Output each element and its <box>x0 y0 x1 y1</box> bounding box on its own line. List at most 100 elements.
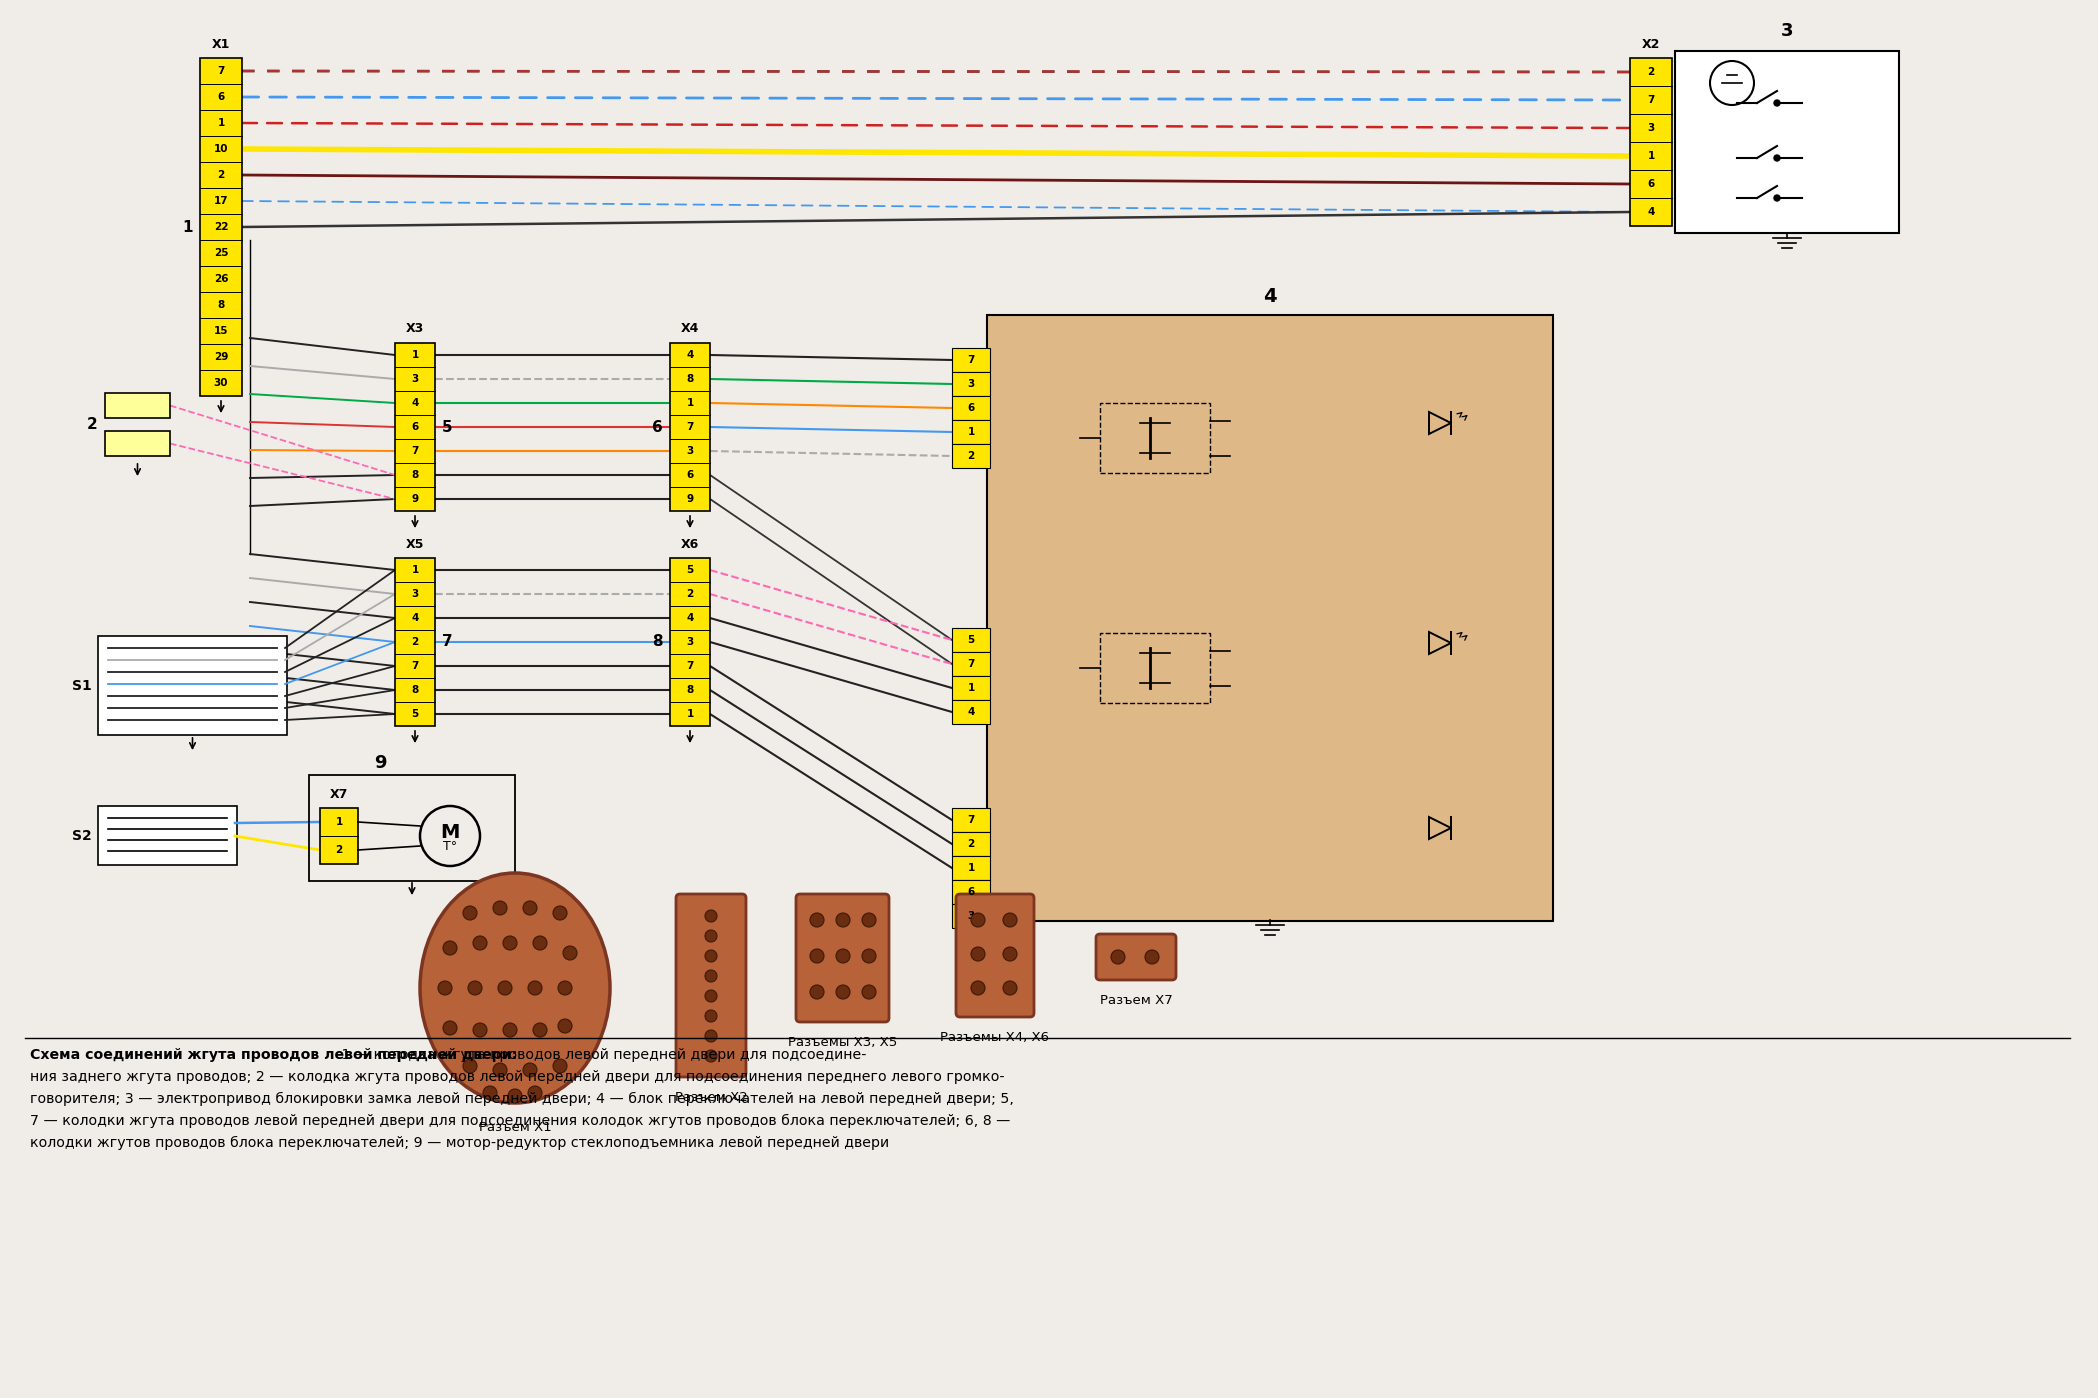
Text: X5: X5 <box>405 537 424 551</box>
Text: 6: 6 <box>652 419 663 435</box>
Text: X4: X4 <box>682 323 699 336</box>
Text: X6: X6 <box>682 537 699 551</box>
Circle shape <box>529 981 541 995</box>
FancyBboxPatch shape <box>105 431 170 456</box>
Text: 8: 8 <box>686 375 694 384</box>
Circle shape <box>493 1062 508 1076</box>
Circle shape <box>483 1086 497 1100</box>
FancyBboxPatch shape <box>795 893 890 1022</box>
Circle shape <box>705 990 718 1002</box>
Text: 2: 2 <box>411 637 420 647</box>
Text: 2: 2 <box>86 417 97 432</box>
FancyBboxPatch shape <box>99 807 237 865</box>
Text: 5: 5 <box>411 709 420 719</box>
FancyBboxPatch shape <box>952 651 990 677</box>
Circle shape <box>1003 913 1018 927</box>
Circle shape <box>468 981 483 995</box>
Circle shape <box>705 1009 718 1022</box>
Circle shape <box>705 951 718 962</box>
Text: 3: 3 <box>1781 22 1794 41</box>
FancyBboxPatch shape <box>1674 50 1899 233</box>
Text: 7: 7 <box>218 66 224 75</box>
Text: 1: 1 <box>1647 151 1655 161</box>
Text: 5: 5 <box>967 635 976 644</box>
Circle shape <box>1775 155 1779 161</box>
Text: 3: 3 <box>1647 123 1655 133</box>
Circle shape <box>554 906 566 920</box>
Text: S2: S2 <box>71 829 92 843</box>
Circle shape <box>862 949 877 963</box>
Text: 6: 6 <box>967 886 976 898</box>
Text: 8: 8 <box>686 685 694 695</box>
Text: 6: 6 <box>411 422 420 432</box>
Circle shape <box>508 1089 522 1103</box>
Circle shape <box>529 1086 541 1100</box>
Text: 30: 30 <box>214 377 229 389</box>
Text: 3: 3 <box>967 911 976 921</box>
Circle shape <box>1003 946 1018 960</box>
Text: 1: 1 <box>411 350 420 361</box>
Circle shape <box>562 946 577 960</box>
Ellipse shape <box>420 872 611 1103</box>
Text: 3: 3 <box>686 446 694 456</box>
Text: 1: 1 <box>686 398 694 408</box>
Circle shape <box>497 981 512 995</box>
Circle shape <box>971 913 984 927</box>
Text: 1 — колодка жгута проводов левой передней двери для подсоедине-: 1 — колодка жгута проводов левой передне… <box>338 1048 866 1062</box>
Text: 17: 17 <box>214 196 229 206</box>
Text: 6: 6 <box>686 470 694 480</box>
Circle shape <box>504 1023 516 1037</box>
FancyBboxPatch shape <box>952 348 990 372</box>
Text: 2: 2 <box>218 171 224 180</box>
FancyBboxPatch shape <box>952 677 990 700</box>
Text: Схема соединений жгута проводов левой передней двери: 1 — колодка жгута проводов: Схема соединений жгута проводов левой пе… <box>29 1048 1013 1127</box>
Text: 2: 2 <box>967 452 976 461</box>
Text: 1: 1 <box>967 863 976 872</box>
Text: 1: 1 <box>967 684 976 693</box>
Text: 1: 1 <box>183 219 193 235</box>
FancyBboxPatch shape <box>952 856 990 879</box>
Circle shape <box>464 906 476 920</box>
FancyBboxPatch shape <box>952 396 990 419</box>
Circle shape <box>438 981 451 995</box>
Text: 1: 1 <box>967 426 976 438</box>
Text: X7: X7 <box>329 787 348 801</box>
FancyBboxPatch shape <box>952 905 990 928</box>
Circle shape <box>835 986 850 1000</box>
Text: 3: 3 <box>967 379 976 389</box>
Text: Схема соединений жгута проводов левой передней двери:: Схема соединений жгута проводов левой пе… <box>29 1048 518 1062</box>
FancyBboxPatch shape <box>952 628 990 651</box>
FancyBboxPatch shape <box>199 57 241 396</box>
Text: X1: X1 <box>212 38 231 50</box>
Circle shape <box>705 930 718 942</box>
Text: 3: 3 <box>411 375 420 384</box>
Text: 7: 7 <box>411 661 420 671</box>
Text: 26: 26 <box>214 274 229 284</box>
Text: 4: 4 <box>686 612 694 624</box>
Circle shape <box>533 1023 548 1037</box>
FancyBboxPatch shape <box>952 445 990 468</box>
FancyBboxPatch shape <box>669 343 709 512</box>
Circle shape <box>554 1060 566 1074</box>
Circle shape <box>558 981 573 995</box>
Circle shape <box>705 1030 718 1042</box>
Circle shape <box>810 986 825 1000</box>
Circle shape <box>705 970 718 981</box>
FancyBboxPatch shape <box>99 636 287 735</box>
Text: 7: 7 <box>967 355 976 365</box>
Text: 7: 7 <box>1647 95 1655 105</box>
Text: 9: 9 <box>686 493 694 505</box>
Text: 4: 4 <box>1647 207 1655 217</box>
Circle shape <box>1003 981 1018 995</box>
FancyBboxPatch shape <box>669 558 709 726</box>
Circle shape <box>472 1023 487 1037</box>
Text: Разъем Х7: Разъем Х7 <box>1099 994 1173 1007</box>
FancyBboxPatch shape <box>1630 57 1672 226</box>
Text: 15: 15 <box>214 326 229 336</box>
Text: 4: 4 <box>1263 287 1278 306</box>
FancyBboxPatch shape <box>105 393 170 418</box>
Circle shape <box>1112 951 1125 965</box>
Circle shape <box>862 913 877 927</box>
Text: 8: 8 <box>652 635 663 650</box>
Text: 22: 22 <box>214 222 229 232</box>
